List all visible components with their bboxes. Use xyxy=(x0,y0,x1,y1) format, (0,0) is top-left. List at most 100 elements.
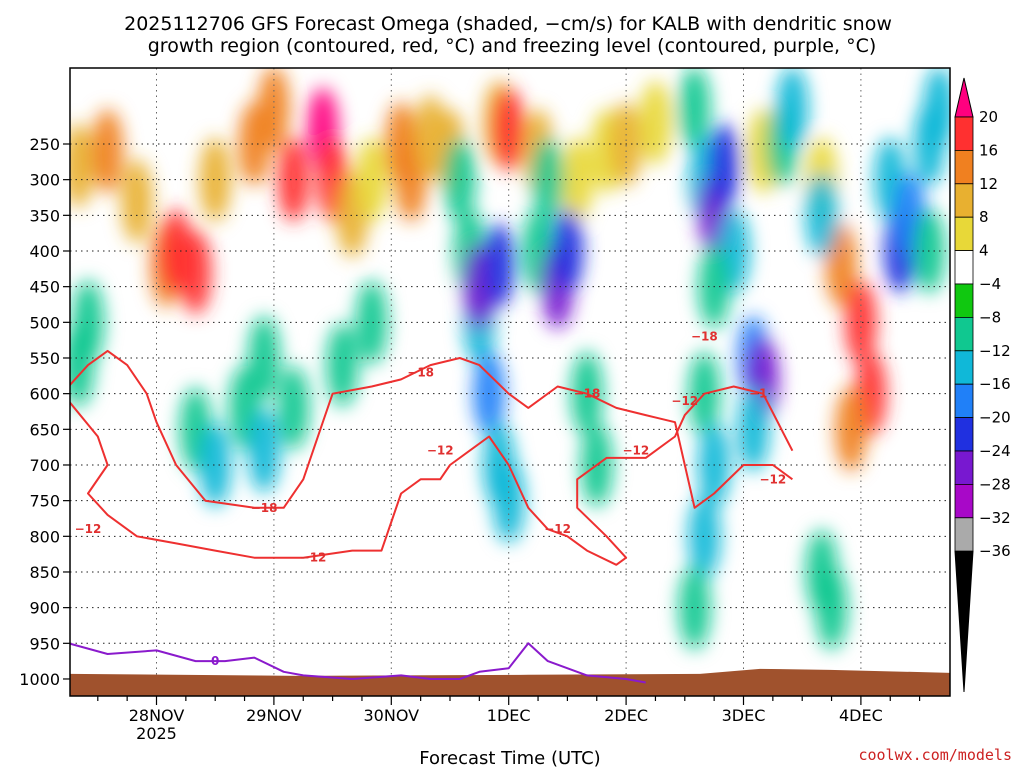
omega-cell xyxy=(815,565,848,650)
x-tick-label: 2DEC xyxy=(604,706,648,725)
omega-cell xyxy=(443,137,476,222)
colorbar-top-arrow xyxy=(954,77,974,118)
y-tick-label: 550 xyxy=(29,349,60,368)
y-tick-label: 700 xyxy=(29,456,60,475)
omega-cell xyxy=(355,137,388,222)
omega-cell xyxy=(707,123,740,208)
x-tick-label: 1DEC xyxy=(487,706,531,725)
contour-line--12 xyxy=(70,349,793,509)
colorbar-label: −8 xyxy=(979,308,1001,326)
omega-cell xyxy=(482,223,515,308)
colorbar-label: 4 xyxy=(979,242,989,260)
contour-label: −1 xyxy=(749,387,767,401)
colorbar-label: 8 xyxy=(979,208,989,226)
omega-cell xyxy=(326,323,359,408)
contour-label: −12 xyxy=(75,522,102,536)
contour-label: −12 xyxy=(300,551,327,565)
omega-cell xyxy=(248,315,281,400)
colorbar-label: 12 xyxy=(979,175,998,193)
colorbar-label: −4 xyxy=(979,275,1001,293)
colorbar-segment xyxy=(954,149,974,185)
y-axis: 250 300 350 400 450 500 550 600 650 700 750 800 850 9… xyxy=(19,135,70,689)
terrain-surface xyxy=(70,668,950,696)
colorbar-segment xyxy=(954,283,974,318)
omega-cell xyxy=(248,408,281,493)
colorbar-segment xyxy=(954,216,974,251)
contour-label: −18 xyxy=(574,387,601,401)
contour-labels: −12 −18 −12 −18 −12 −18 −12 −12 −18 −12 −12 −1 0 xyxy=(75,330,787,669)
colorbar-label: −24 xyxy=(979,442,1011,460)
y-tick-label: 900 xyxy=(29,599,60,618)
x-tick-label: 28NOV xyxy=(129,706,185,725)
contour-label: −12 xyxy=(623,444,650,458)
y-tick-label: 750 xyxy=(29,492,60,511)
y-tick-label: 1000 xyxy=(19,670,60,689)
omega-cell xyxy=(120,159,153,244)
colorbar-label: −32 xyxy=(979,509,1011,527)
x-tick-label: 29NOV xyxy=(246,706,302,725)
omega-cell xyxy=(277,137,310,222)
credit-text: coolwx.com/models xyxy=(858,746,1012,764)
colorbar-segment xyxy=(954,450,974,485)
x-tick-label: 4DEC xyxy=(839,706,883,725)
y-tick-label: 850 xyxy=(29,563,60,582)
colorbar-segment xyxy=(954,483,974,519)
omega-cell xyxy=(805,173,838,258)
omega-cell xyxy=(678,68,711,151)
omega-cell xyxy=(72,280,105,365)
y-tick-label: 300 xyxy=(29,171,60,190)
colorbar-segment xyxy=(954,350,974,385)
omega-cell xyxy=(91,109,124,194)
omega-cell xyxy=(551,208,584,293)
colorbar-label: −28 xyxy=(979,475,1011,493)
contour-line--18 xyxy=(70,385,794,566)
terrain xyxy=(70,668,950,696)
x-axis-label: Forecast Time (UTC) xyxy=(419,748,600,768)
x-tick-label: 30NOV xyxy=(364,706,420,725)
omega-cell xyxy=(199,137,232,222)
omega-cell xyxy=(277,365,310,450)
y-tick-label: 950 xyxy=(29,634,60,653)
colorbar-segment xyxy=(954,517,974,552)
colorbar-label: −20 xyxy=(979,409,1011,427)
omega-cell xyxy=(678,565,711,650)
y-tick-label: 650 xyxy=(29,420,60,439)
colorbar-segment xyxy=(954,316,974,352)
y-tick-label: 600 xyxy=(29,385,60,404)
contour-label: −12 xyxy=(671,394,698,408)
x-tick-sublabel: 2025 xyxy=(136,724,177,743)
contour-label: −18 xyxy=(407,365,434,379)
contour-label: −12 xyxy=(759,472,786,486)
y-tick-label: 250 xyxy=(29,135,60,154)
omega-cell xyxy=(70,123,95,208)
contour-label: −18 xyxy=(251,501,278,515)
omega-cell xyxy=(179,230,212,315)
colorbar-segment xyxy=(954,116,974,151)
contour-line-0 xyxy=(70,642,646,684)
colorbar: 20 16 12 8 4 −4 −8 −12 −16 −20 −24 −28 −32 −36 xyxy=(954,77,1011,693)
omega-cell xyxy=(688,494,721,579)
contour-label: −12 xyxy=(427,444,454,458)
plot-area: −12 −18 −12 −18 −12 −18 −12 −12 −18 −12 −12 −1 0 xyxy=(69,67,951,697)
omega-cell xyxy=(531,137,564,222)
contour-label: −12 xyxy=(544,522,571,536)
y-tick-label: 500 xyxy=(29,313,60,332)
chart-title-line2: growth region (contoured, red, °C) and f… xyxy=(148,35,877,57)
contours xyxy=(70,349,794,684)
y-tick-label: 350 xyxy=(29,206,60,225)
y-tick-label: 400 xyxy=(29,242,60,261)
colorbar-segment xyxy=(954,183,974,218)
omega-cell xyxy=(355,280,388,365)
plot-frame xyxy=(69,67,951,697)
colorbar-label: −36 xyxy=(979,542,1011,560)
colorbar-segment xyxy=(954,417,974,452)
x-tick-label: 3DEC xyxy=(722,706,766,725)
y-tick-label: 450 xyxy=(29,278,60,297)
colorbar-label: 16 xyxy=(979,141,998,159)
omega-cell xyxy=(199,422,232,507)
contour-label: −18 xyxy=(691,330,718,344)
colorbar-label: −12 xyxy=(979,342,1011,360)
colorbar-bottom-arrow xyxy=(954,550,974,693)
